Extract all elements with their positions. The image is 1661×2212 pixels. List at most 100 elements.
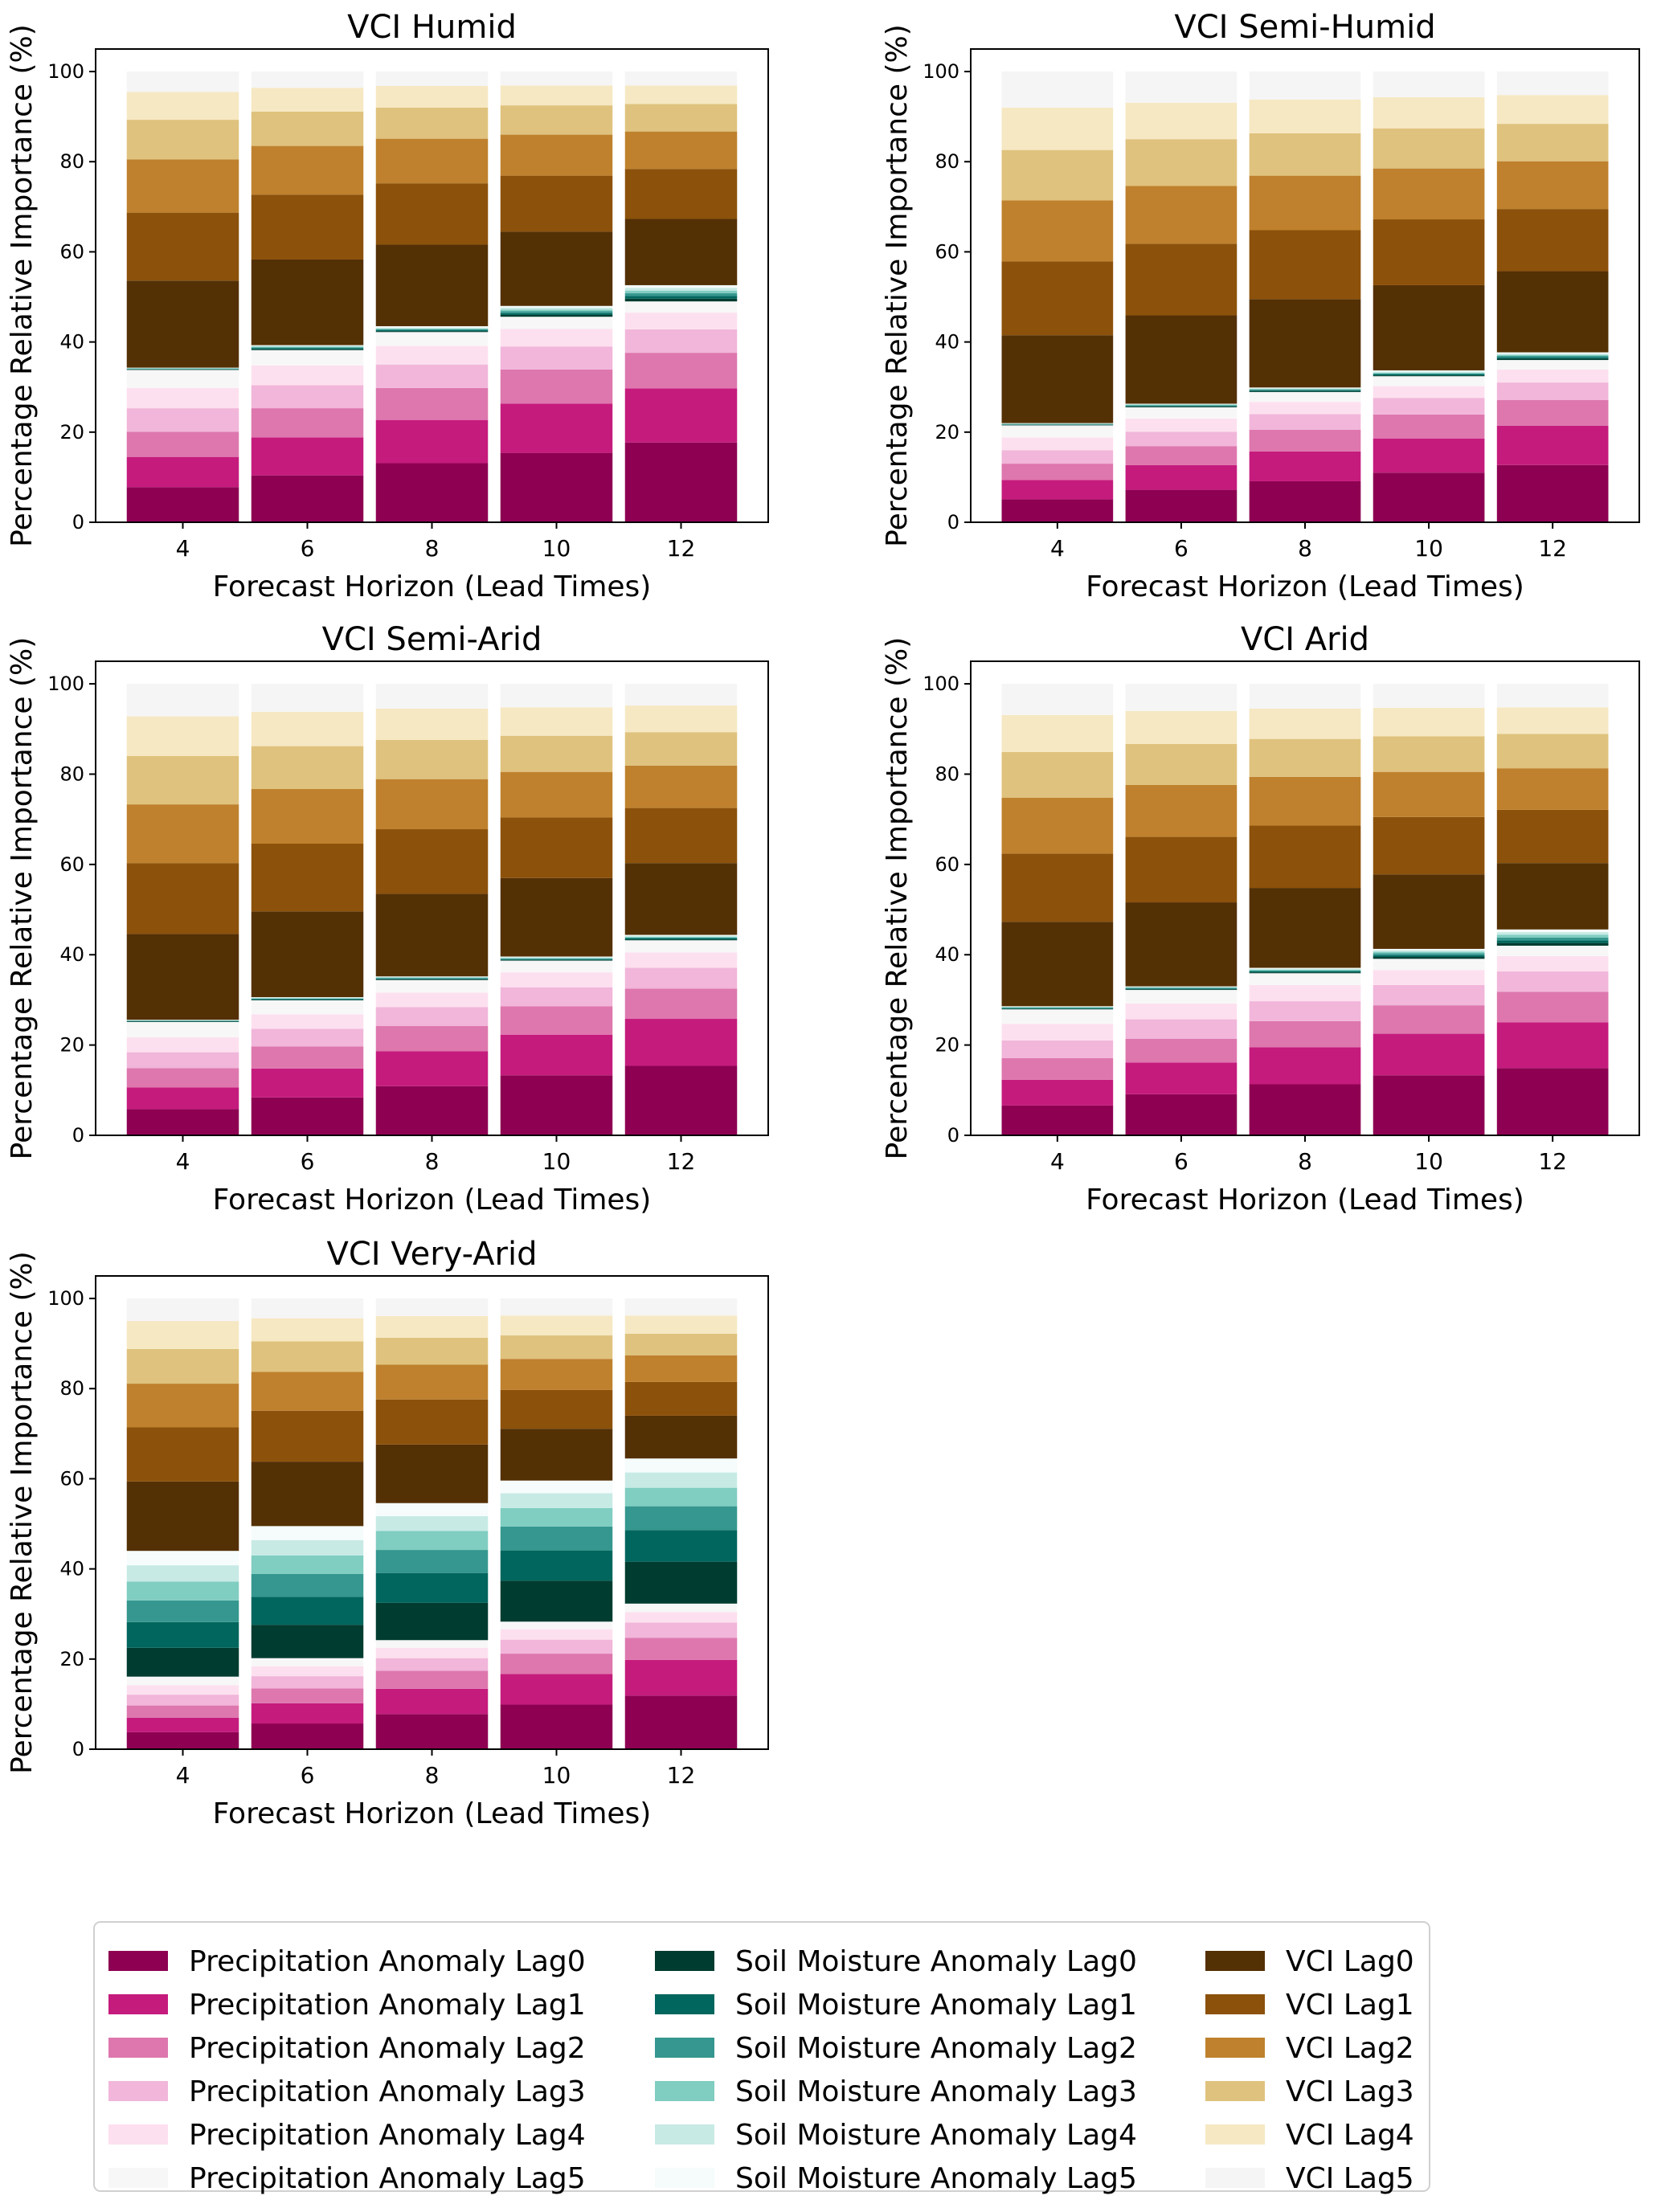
- y-tick-label: 60: [935, 240, 959, 263]
- bar-segment: [624, 1530, 738, 1562]
- bar-segment: [1001, 149, 1114, 201]
- bar-segment: [500, 1006, 613, 1035]
- bar-segment: [1249, 390, 1361, 392]
- bar-stack: [1249, 684, 1361, 1135]
- y-tick-label: 40: [59, 331, 84, 354]
- bar-segment: [624, 169, 738, 219]
- bar-segment: [1001, 684, 1114, 715]
- bar-segment: [1249, 390, 1361, 391]
- bar-segment: [624, 1506, 738, 1531]
- bar-segment: [375, 387, 489, 420]
- legend-label: VCI Lag5: [1286, 2162, 1414, 2195]
- bar-segment: [375, 976, 489, 978]
- bar-segment: [1373, 375, 1485, 377]
- x-tick-label: 6: [301, 1762, 315, 1789]
- bar-segment: [375, 979, 489, 993]
- bar-segment: [251, 1526, 364, 1540]
- bar-segment: [1496, 863, 1609, 930]
- legend-swatch: [108, 2038, 168, 2058]
- bar-segment: [251, 1298, 364, 1319]
- bar-segment: [1001, 1105, 1114, 1135]
- bar-segment: [624, 1472, 738, 1488]
- bar-segment: [126, 1021, 239, 1022]
- bar-stack: [500, 1298, 613, 1749]
- y-tick-label: 40: [935, 943, 959, 966]
- y-tick-label: 40: [59, 943, 84, 966]
- bar-segment: [624, 765, 738, 808]
- bar-segment: [1373, 953, 1485, 955]
- bar-segment: [624, 1315, 738, 1334]
- chart-title: VCI Humid: [347, 9, 517, 46]
- bar-segment: [251, 997, 364, 999]
- bar-segment: [1001, 424, 1114, 425]
- bar-segment: [251, 1723, 364, 1749]
- bar-segment: [500, 231, 613, 306]
- bar-segment: [1373, 684, 1485, 708]
- bar-segment: [500, 972, 613, 987]
- bar-segment: [126, 120, 239, 160]
- bar-segment: [1249, 709, 1361, 739]
- bar-segment: [375, 1399, 489, 1445]
- bar-segment: [1373, 874, 1485, 949]
- bar-stack: [500, 72, 613, 522]
- bar-segment: [126, 1581, 239, 1601]
- bar-segment: [251, 259, 364, 345]
- bar-segment: [1249, 971, 1361, 973]
- bar-segment: [500, 369, 613, 404]
- bar-segment: [1125, 72, 1238, 103]
- bar-stack: [126, 1298, 239, 1749]
- bar-segment: [500, 329, 613, 347]
- bar-segment: [126, 368, 239, 370]
- bar-segment: [1125, 784, 1238, 837]
- bar-segment: [500, 956, 613, 958]
- bar-segment: [1373, 219, 1485, 285]
- legend-item: Soil Moisture Anomaly Lag2: [655, 2032, 1137, 2065]
- y-tick-label: 100: [47, 60, 84, 83]
- bar-segment: [375, 992, 489, 1008]
- bar-segment: [126, 716, 239, 756]
- bar-segment: [126, 1037, 239, 1053]
- bar-segment: [1001, 1009, 1114, 1024]
- bar-segment: [251, 998, 364, 1000]
- bar-segment: [624, 1638, 738, 1660]
- bar-segment: [251, 1703, 364, 1724]
- bar-segment: [1249, 230, 1361, 300]
- bar-segment: [251, 1597, 364, 1625]
- bar-segment: [500, 1704, 613, 1749]
- bar-segment: [500, 684, 613, 708]
- bar-segment: [1001, 450, 1114, 464]
- bar-segment: [1125, 406, 1238, 407]
- bar-segment: [624, 938, 738, 940]
- bar-segment: [500, 707, 613, 736]
- bar-segment: [1249, 738, 1361, 777]
- bar-stack: [251, 1298, 364, 1749]
- bar-segment: [1125, 988, 1238, 990]
- legend-swatch: [655, 1951, 714, 1971]
- bar-segment: [375, 1051, 489, 1086]
- bar-segment: [126, 1068, 239, 1088]
- bar-segment: [375, 979, 489, 980]
- bar-stack: [1001, 684, 1114, 1135]
- bar-segment: [1125, 464, 1238, 490]
- legend-swatch: [1205, 1994, 1265, 2014]
- bar-segment: [500, 987, 613, 1007]
- bar-segment: [251, 684, 364, 712]
- bar-segment: [1001, 200, 1114, 262]
- bar-segment: [251, 345, 364, 346]
- bar-segment: [1125, 405, 1238, 407]
- bar-segment: [126, 1732, 239, 1749]
- bar-segment: [624, 313, 738, 329]
- chart-title: VCI Very-Arid: [327, 1236, 538, 1273]
- y-tick-label: 80: [935, 763, 959, 785]
- bar-segment: [251, 1573, 364, 1597]
- bar-segment: [1125, 431, 1238, 447]
- legend-item: Soil Moisture Anomaly Lag4: [655, 2119, 1137, 2152]
- legend-label: VCI Lag2: [1286, 2032, 1414, 2065]
- legend-swatch: [108, 2168, 168, 2188]
- bar-segment: [375, 325, 489, 328]
- bar-segment: [1249, 969, 1361, 971]
- bar-segment: [1125, 186, 1238, 244]
- bar-segment: [375, 709, 489, 740]
- x-axis-label: Forecast Horizon (Lead Times): [213, 570, 652, 603]
